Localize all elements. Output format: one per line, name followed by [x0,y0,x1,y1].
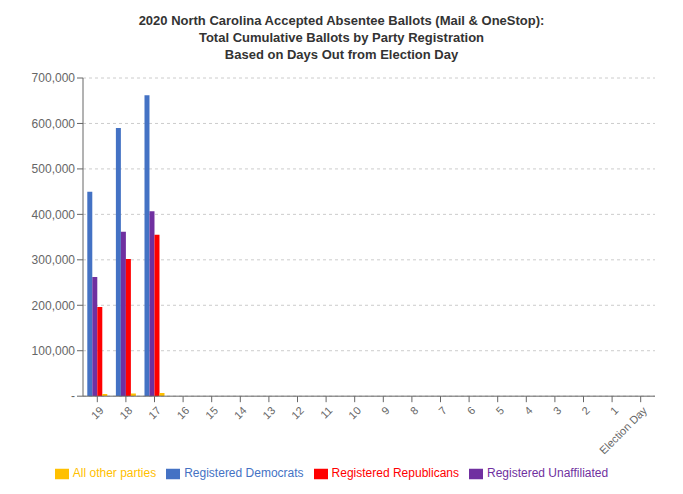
html-text:Total Cumulative Ballots by Pa: Total Cumulative Ballots by Party Regist… [199,30,484,45]
svg-text:9: 9 [379,404,392,417]
svg-text:300,000: 300,000 [32,253,76,267]
svg-text:17: 17 [146,404,163,421]
svg-text:400,000: 400,000 [32,208,76,222]
html-text:Based on Days Out from Electio: Based on Days Out from Election Day [224,47,459,62]
svg-text:8: 8 [408,404,421,417]
svg-text:1: 1 [608,404,621,417]
svg-text:19: 19 [89,404,106,421]
svg-text:-: - [71,389,75,403]
svg-text:16: 16 [174,404,191,421]
html-text:Registered Unaffiliated: Registered Unaffiliated [487,466,609,481]
svg-text:10: 10 [346,404,363,421]
svg-text:14: 14 [232,404,249,421]
svg-text:700,000: 700,000 [32,71,76,85]
svg-text:11: 11 [318,404,335,421]
html-text:Registered Republicans: Registered Republicans [331,466,459,481]
html-text:All other parties: All other parties [72,466,157,481]
svg-text:5: 5 [493,404,506,417]
svg-text:Election Day: Election Day [597,404,650,457]
svg-text:15: 15 [203,404,220,421]
svg-text:500,000: 500,000 [32,162,76,176]
svg-text:12: 12 [289,404,306,421]
svg-text:100,000: 100,000 [32,344,76,358]
svg-text:4: 4 [522,404,535,417]
html-text:Registered Democrats: Registered Democrats [184,466,304,481]
svg-text:200,000: 200,000 [32,299,76,313]
svg-text:18: 18 [117,404,134,421]
html-text:2020 North Carolina Accepted A: 2020 North Carolina Accepted Absentee Ba… [138,13,545,28]
svg-text:2: 2 [579,404,592,417]
svg-text:6: 6 [465,404,478,417]
svg-text:7: 7 [436,404,449,417]
svg-text:13: 13 [260,404,277,421]
svg-text:600,000: 600,000 [32,117,76,131]
svg-text:3: 3 [551,404,564,417]
